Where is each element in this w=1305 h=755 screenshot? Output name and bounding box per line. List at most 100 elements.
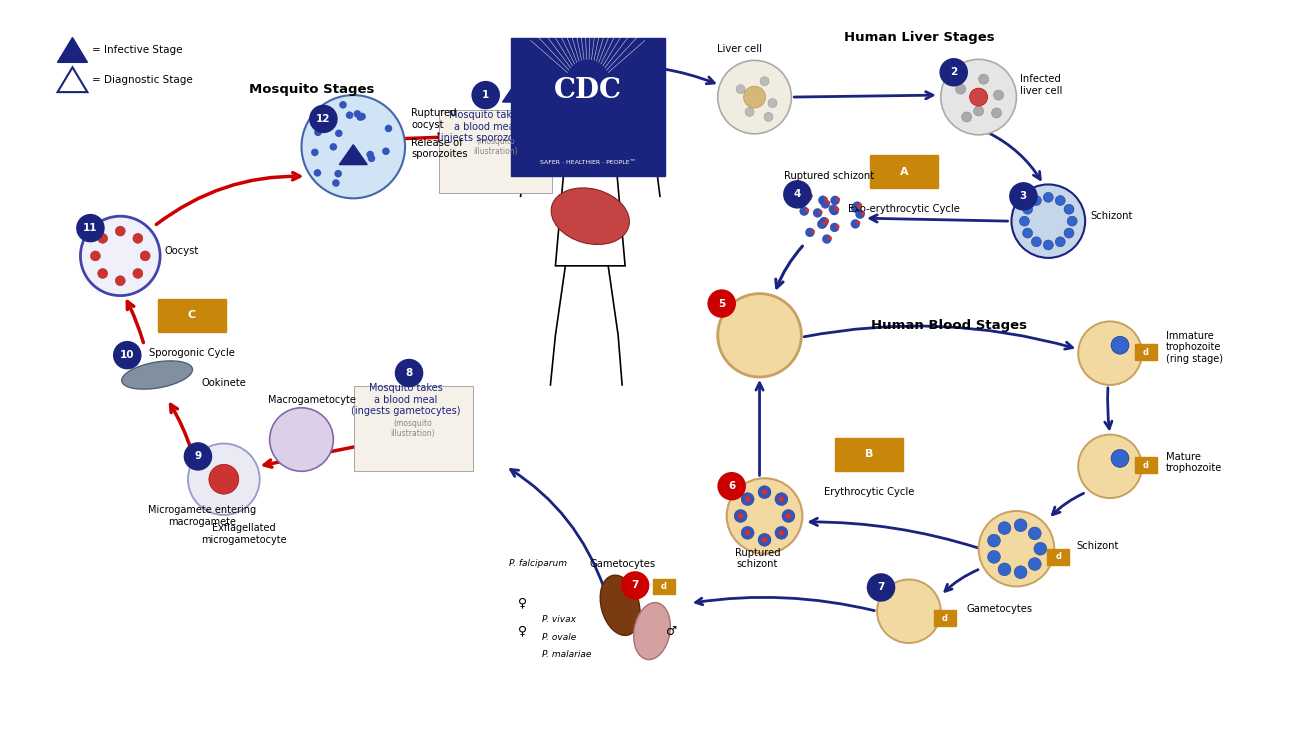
FancyBboxPatch shape [869,155,938,189]
Circle shape [335,130,343,137]
Text: Erythrocytic Cycle: Erythrocytic Cycle [823,487,915,498]
Circle shape [98,269,107,279]
Circle shape [133,233,142,243]
Ellipse shape [121,361,193,389]
Circle shape [1011,184,1086,258]
Circle shape [133,269,142,279]
Text: Mosquito takes
a blood meal
(ingests gametocytes): Mosquito takes a blood meal (ingests gam… [351,384,461,417]
Circle shape [354,110,361,118]
Text: 2: 2 [950,67,958,77]
Text: 11: 11 [84,223,98,233]
Circle shape [315,128,322,136]
Circle shape [1028,558,1041,571]
Text: Mosquito takes
a blood meal
(injects sporozoites): Mosquito takes a blood meal (injects spo… [437,110,535,143]
Circle shape [1014,565,1027,578]
FancyArrowPatch shape [775,246,803,288]
Text: Gametocytes: Gametocytes [967,604,1032,615]
FancyArrowPatch shape [128,301,144,343]
Circle shape [339,101,347,109]
Text: Schizont: Schizont [1077,541,1118,550]
Circle shape [270,408,333,471]
Circle shape [941,59,967,85]
Circle shape [851,220,860,228]
Circle shape [835,208,839,211]
Circle shape [727,478,803,553]
Circle shape [800,207,809,216]
Circle shape [114,342,141,368]
Circle shape [851,204,860,213]
Circle shape [1031,196,1041,205]
Circle shape [311,149,318,156]
Circle shape [735,510,746,522]
FancyArrowPatch shape [157,173,300,224]
Circle shape [821,199,830,208]
Polygon shape [502,87,522,102]
Circle shape [779,530,784,535]
FancyBboxPatch shape [510,38,666,177]
Text: P. vivax: P. vivax [543,615,577,624]
Text: Microgamete entering
macrogamete: Microgamete entering macrogamete [147,505,256,527]
Text: Ruptured schizont: Ruptured schizont [784,171,874,181]
FancyArrowPatch shape [756,383,763,476]
Circle shape [359,112,365,120]
Ellipse shape [600,575,639,636]
Text: = Infective Stage: = Infective Stage [93,45,183,55]
Text: d: d [1143,348,1148,356]
Text: P. malariae: P. malariae [543,651,592,659]
Circle shape [1014,519,1027,532]
Circle shape [98,233,107,243]
Circle shape [827,236,831,240]
Circle shape [818,220,827,228]
Text: Human Blood Stages: Human Blood Stages [870,319,1027,332]
Circle shape [741,526,754,539]
Text: d: d [660,582,667,591]
Circle shape [962,112,972,122]
Text: SAFER · HEALTHIER · PEOPLE™: SAFER · HEALTHIER · PEOPLE™ [540,160,636,165]
Circle shape [385,125,393,132]
Circle shape [804,192,812,201]
Circle shape [718,473,745,500]
Text: ♂: ♂ [667,624,677,638]
Circle shape [77,214,104,242]
Circle shape [769,99,776,107]
Ellipse shape [634,602,671,660]
Circle shape [970,88,988,106]
Text: C: C [188,310,196,320]
Text: (mosquito
illustration): (mosquito illustration) [390,419,436,439]
Text: 4: 4 [793,190,801,199]
Circle shape [356,113,364,121]
FancyArrowPatch shape [810,518,977,548]
Circle shape [330,143,337,151]
FancyArrowPatch shape [804,326,1073,349]
FancyBboxPatch shape [652,578,675,594]
Circle shape [382,147,390,155]
Circle shape [941,60,1017,135]
Circle shape [813,208,822,217]
Circle shape [1056,196,1065,205]
Circle shape [1111,336,1129,354]
Polygon shape [57,38,87,63]
Circle shape [829,205,838,214]
FancyArrowPatch shape [171,405,202,501]
Circle shape [1064,228,1074,238]
Circle shape [209,464,239,494]
FancyBboxPatch shape [438,110,552,193]
Circle shape [830,196,839,205]
Circle shape [979,511,1054,587]
Text: 7: 7 [632,581,638,590]
FancyBboxPatch shape [835,438,903,471]
Circle shape [979,74,989,84]
Text: P. ovale: P. ovale [543,633,577,642]
Circle shape [741,493,754,506]
Text: d: d [942,614,947,623]
Circle shape [805,208,809,212]
Circle shape [1019,216,1030,226]
Circle shape [1023,228,1032,238]
Circle shape [758,533,771,547]
Circle shape [1010,183,1037,210]
Text: Macrogametocyte: Macrogametocyte [268,395,355,405]
FancyArrowPatch shape [264,447,354,467]
Circle shape [1031,237,1041,247]
Text: B: B [865,449,873,460]
Circle shape [830,206,839,215]
